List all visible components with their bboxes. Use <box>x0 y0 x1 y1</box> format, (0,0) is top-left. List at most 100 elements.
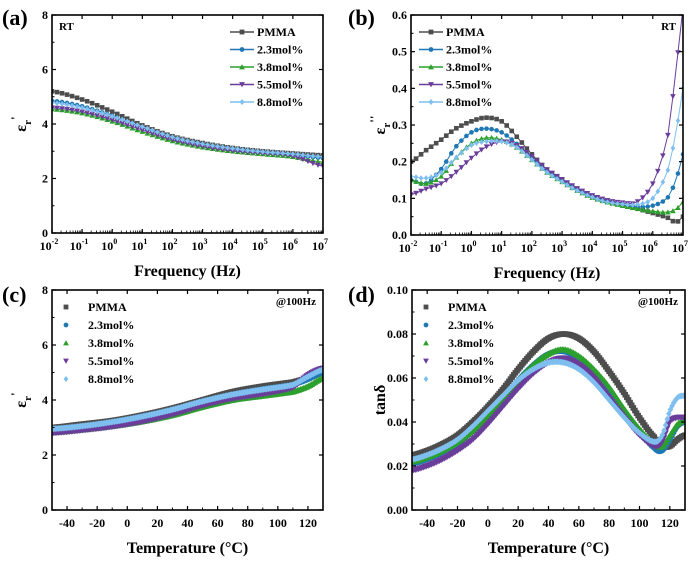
plot-area-a <box>52 89 323 170</box>
y-tick-label: 8 <box>42 283 48 297</box>
data-point <box>210 142 215 149</box>
data-point <box>499 138 504 145</box>
data-point <box>175 135 180 142</box>
data-point <box>569 184 575 191</box>
legend-b: PMMA 2.3mol% 3.8mol% 5.5mol% 8.8mol% <box>419 25 492 109</box>
series-d-pmma <box>412 331 685 458</box>
data-point <box>625 201 630 208</box>
data-point <box>104 116 111 122</box>
legend-label: 2.3mol% <box>448 318 494 332</box>
data-point <box>465 426 472 434</box>
data-point <box>644 207 651 213</box>
y-tick-label: 0.06 <box>387 371 408 385</box>
data-point <box>655 168 661 175</box>
y-tick-label: 0.02 <box>387 459 408 473</box>
tick-base: 10 <box>282 239 294 253</box>
x-tick-label: 106 <box>282 237 298 253</box>
x-tick-label: 104 <box>581 239 597 255</box>
data-point <box>483 409 490 416</box>
y-tick-label: 0 <box>42 226 48 240</box>
x-tick-label: 102 <box>521 239 537 255</box>
x-tick-label: 10-2 <box>399 239 418 255</box>
data-point <box>595 196 600 203</box>
legend-item: PMMA <box>423 300 487 314</box>
data-point <box>639 195 646 201</box>
data-point <box>413 190 419 196</box>
y-axis-title: εr' <box>8 116 34 131</box>
data-point <box>499 130 504 135</box>
legend-item: 8.8mol% <box>419 95 492 109</box>
data-point <box>499 119 504 124</box>
data-point <box>680 5 686 10</box>
data-point <box>54 100 60 107</box>
data-point <box>413 174 419 181</box>
tick-exponent: 7 <box>684 239 688 248</box>
legend-marker-triangle-up-icon <box>63 340 69 346</box>
data-point <box>488 141 495 148</box>
legend-item: 2.3mol% <box>423 318 494 332</box>
data-point <box>644 189 651 195</box>
x-tick-label: 105 <box>252 237 268 253</box>
data-point <box>454 154 459 161</box>
x-tick-label: 20 <box>151 516 163 530</box>
data-point <box>285 150 291 157</box>
data-point <box>665 215 671 221</box>
data-point <box>295 151 301 158</box>
data-point <box>479 115 484 121</box>
x-tick-label: 102 <box>161 237 177 253</box>
legend-marker-triangle-up-icon <box>423 340 429 346</box>
data-point <box>74 95 80 101</box>
tick-exponent: -2 <box>411 239 418 248</box>
x-tick-label: 106 <box>642 239 658 255</box>
legend-item: 8.8mol% <box>230 95 303 109</box>
data-point <box>459 138 464 143</box>
data-point <box>74 103 80 110</box>
data-point <box>675 50 681 56</box>
series-c-88mol <box>52 366 323 433</box>
data-point <box>634 205 641 212</box>
data-point <box>509 128 515 134</box>
data-point <box>675 171 681 176</box>
y-tick-label: 8 <box>42 8 48 22</box>
data-point <box>230 145 235 152</box>
legend-item: 2.3mol% <box>419 43 492 57</box>
panel-d: 0.00 0.02 0.04 0.06 0.08 0.10 -40 -20 0 20 40 60 80 1… <box>348 282 686 557</box>
data-point <box>170 134 175 140</box>
data-point <box>195 140 200 146</box>
legend-label: 2.3mol% <box>257 43 303 57</box>
data-point <box>625 418 632 426</box>
data-point <box>119 113 125 119</box>
data-point <box>655 209 661 215</box>
data-point <box>433 177 439 183</box>
panel-b: 0.00.10.20.30.40.50.610-2 10-1 100 101 102 10… <box>348 5 688 282</box>
data-point <box>474 127 479 133</box>
data-point <box>489 126 494 132</box>
data-point <box>504 133 510 138</box>
data-point <box>484 126 489 131</box>
legend-item: 3.8mol% <box>230 60 303 74</box>
legend-label: 2.3mol% <box>88 318 134 332</box>
x-axis-title: Temperature (°C) <box>127 540 248 557</box>
data-point <box>524 149 530 156</box>
data-point <box>275 150 281 156</box>
data-point <box>464 120 469 126</box>
data-point <box>54 89 60 95</box>
x-tick-label: 101 <box>491 239 507 255</box>
legend-item: 5.5mol% <box>419 78 492 92</box>
data-point <box>255 148 261 155</box>
data-point <box>514 144 520 151</box>
data-point <box>84 105 90 112</box>
x-tick-label: 100 <box>460 239 476 255</box>
data-point <box>154 132 161 138</box>
y-tick-label: 0.04 <box>387 415 408 429</box>
data-point <box>478 414 485 421</box>
data-point <box>534 158 540 164</box>
data-point <box>675 219 681 224</box>
x-tick-label: -40 <box>59 516 75 530</box>
tick-base: 10 <box>101 239 113 253</box>
data-point <box>315 158 321 164</box>
data-point <box>675 117 681 124</box>
data-point <box>443 165 449 172</box>
x-tick-label: 40 <box>182 516 194 530</box>
y-axis-title: εr'' <box>367 116 393 135</box>
